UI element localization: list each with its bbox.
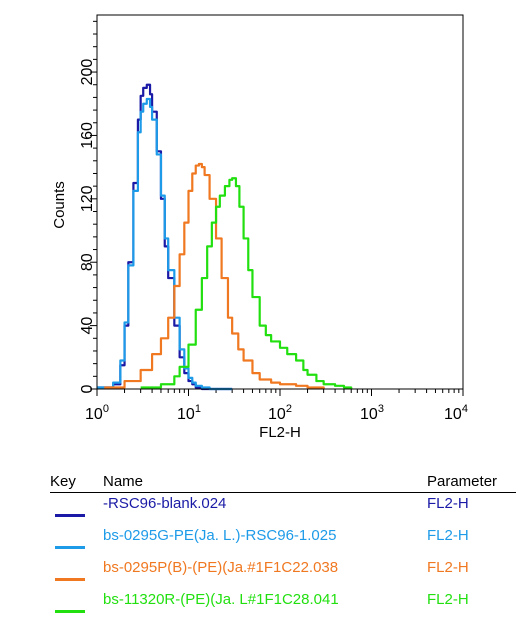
series-name: bs-0295G-PE(Ja. L.)-RSC96-1.025: [103, 527, 337, 544]
series-name: bs-0295P(B)-(PE)(Ja.#1F1C22.038: [103, 559, 339, 576]
key-row: bs-11320R-(PE)(Ja. L#1F1C28.041 FL2-H: [50, 589, 516, 621]
legend-swatch: [55, 578, 85, 581]
key-header-row: Key Name Parameter: [50, 470, 516, 493]
series-name: -RSC96-blank.024: [103, 495, 227, 512]
y-tick-label: 120: [79, 185, 96, 212]
histogram-plot: Counts FL2-H 100 101 102 103 104 0 40 80 12…: [51, 14, 468, 441]
y-tick-label: 200: [79, 59, 96, 86]
legend-swatch: [55, 610, 85, 613]
x-tick-label: 100: [85, 403, 109, 423]
histogram-series-line: [104, 162, 325, 389]
x-tick-label: 102: [268, 403, 292, 423]
y-tick-label: 80: [79, 253, 96, 271]
histogram-series-line: [97, 97, 233, 391]
y-tick-label: 160: [79, 122, 96, 149]
legend-swatch: [55, 514, 85, 517]
legend-key-table: Key Name Parameter -RSC96-blank.024 FL2-…: [50, 470, 516, 621]
parameter-column-header: Parameter: [427, 473, 498, 490]
key-column-header: Key: [50, 473, 76, 490]
series-name: bs-11320R-(PE)(Ja. L#1F1C28.041: [103, 591, 339, 608]
histogram-series-line: [140, 177, 353, 389]
series-lines: [97, 83, 353, 391]
series-parameter: FL2-H: [427, 527, 469, 544]
series-parameter: FL2-H: [427, 591, 469, 608]
x-axis-title: FL2-H: [259, 424, 301, 441]
y-tick-labels: 0 40 80 120 160 200: [79, 59, 96, 394]
y-tick-label: 40: [79, 317, 96, 335]
series-parameter: FL2-H: [427, 495, 469, 512]
name-column-header: Name: [103, 473, 144, 490]
x-tick-label: 104: [444, 403, 468, 423]
series-parameter: FL2-H: [427, 559, 469, 576]
axis-ticks: [90, 20, 464, 396]
x-tick-label: 101: [177, 403, 201, 423]
plot-frame: [96, 14, 464, 390]
y-tick-label: 0: [79, 384, 96, 393]
key-row: bs-0295P(B)-(PE)(Ja.#1F1C22.038 FL2-H: [50, 557, 516, 589]
legend-swatch: [55, 546, 85, 549]
x-tick-label: 103: [360, 403, 384, 423]
key-row: -RSC96-blank.024 FL2-H: [50, 493, 516, 525]
key-row: bs-0295G-PE(Ja. L.)-RSC96-1.025 FL2-H: [50, 525, 516, 557]
y-axis-title: Counts: [51, 181, 68, 229]
